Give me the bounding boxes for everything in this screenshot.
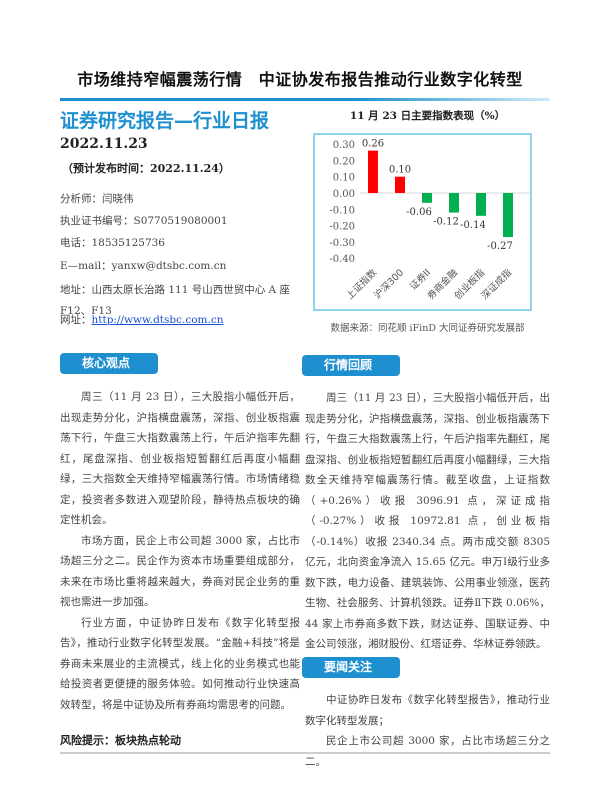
bar	[395, 176, 405, 193]
news-text: 中证协昨日发布《数字化转型报告》，推动行业数字化转型发展； 民企上市公司超 30…	[305, 690, 550, 772]
paragraph: 市场方面，民企上市公司超 3000 家，占比市场超三分之二。民企作为资本市场重要…	[60, 534, 300, 609]
paragraph: 周三（11 月 23 日），三大股指小幅低开后，出现走势分化，沪指横盘震荡，深指…	[305, 392, 550, 650]
y-tick-label: 0.20	[333, 156, 355, 167]
website-link[interactable]: http://www.dtsbc.com.cn	[91, 314, 224, 326]
y-tick-label: 0.00	[333, 189, 355, 200]
bar	[368, 150, 378, 193]
data-label: -0.27	[487, 241, 513, 252]
publish-date: （预计发布时间：2022.11.24）	[62, 162, 230, 175]
y-tick-label: -0.20	[329, 222, 355, 233]
license: 执业证书编号：S0770519080001	[60, 215, 228, 227]
market-review-text: 周三（11 月 23 日），三大股指小幅低开后，出现走势分化，沪指横盘震荡，深指…	[305, 388, 550, 655]
footer-divider	[60, 752, 550, 754]
address: 地址：山西太原长治路 111 号山西世贸中心 A 座 F12、F13	[60, 284, 290, 317]
email: E—mail：yanxw@dtsbc.com.cn	[60, 260, 227, 272]
y-tick-label: 0.30	[333, 140, 355, 151]
bar	[503, 193, 513, 238]
data-label: -0.14	[460, 220, 486, 231]
bar-chart: 0.30 0.20 0.10 0.00 -0.10 -0.20 -0.30 -0.40 0.26…	[329, 139, 530, 302]
report-title: 证券研究报告—行业日报	[60, 110, 270, 132]
y-tick-label: 0.10	[333, 173, 355, 184]
phone: 电话：18535125736	[60, 237, 165, 249]
bar	[449, 193, 459, 213]
chart-source: 数据来源：同花顺 iFinD 大同证券研究发展部	[330, 323, 525, 334]
analyst: 分析师：闫晓伟	[60, 193, 134, 205]
x-tick-label: 沪深300	[371, 267, 406, 302]
y-tick-label: -0.40	[329, 254, 355, 265]
bar	[422, 193, 432, 203]
data-label: -0.12	[433, 217, 459, 228]
chart-title: 11 月 23 日主要指数表现（%）	[349, 110, 506, 122]
page-header-title: 市场维持窄幅震荡行情 中证协发布报告推动行业数字化转型	[77, 70, 523, 89]
report-date: 2022.11.23	[60, 136, 148, 152]
y-tick-label: -0.10	[329, 205, 355, 216]
market-review-badge: 行情回顾	[302, 355, 400, 376]
news-badge: 要闻关注	[302, 657, 400, 678]
news-item: 中证协昨日发布《数字化转型报告》，推动行业数字化转型发展；	[305, 694, 550, 727]
chart-frame	[313, 133, 532, 311]
header-divider	[60, 98, 550, 101]
paragraph: 行业方面，中证协昨日发布《数字化转型报告》，推动行业数字化转型发展。“金融+科技…	[60, 616, 300, 711]
bar	[476, 193, 486, 216]
x-tick-label: 证券II	[407, 267, 433, 293]
x-tick-label: 深证成指	[479, 266, 515, 302]
data-label: 0.10	[389, 165, 411, 176]
website-label: 网址：	[60, 314, 92, 326]
news-item: 民企上市公司超 3000 家，占比市场超三分之二。	[305, 735, 550, 768]
paragraph: 周三（11 月 23 日），三大股指小幅低开后，出现走势分化，沪指横盘震荡，深指…	[60, 391, 300, 526]
data-label: 0.26	[362, 139, 384, 150]
y-tick-label: -0.30	[329, 238, 355, 249]
data-label: -0.06	[406, 207, 432, 218]
risk-warning: 风险提示：板块热点轮动	[60, 734, 181, 747]
core-view-text: 周三（11 月 23 日），三大股指小幅低开后，出现走势分化，沪指横盘震荡，深指…	[60, 387, 300, 715]
core-view-badge: 核心观点	[60, 353, 158, 374]
website-row: 网址：http://www.dtsbc.com.cn	[60, 312, 224, 328]
